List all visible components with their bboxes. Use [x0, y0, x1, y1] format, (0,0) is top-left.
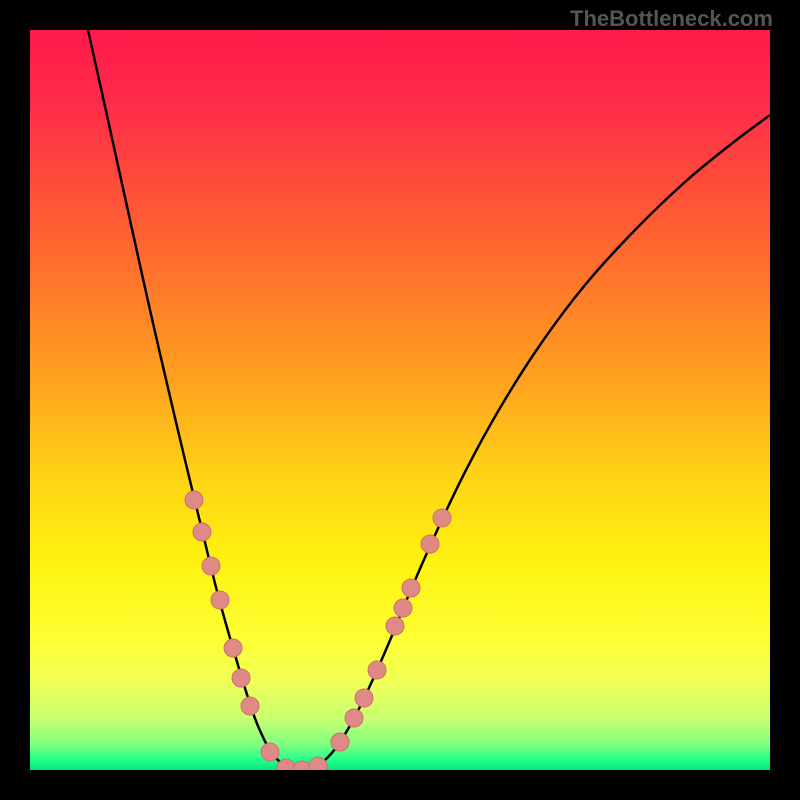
data-point: [386, 617, 404, 635]
data-point: [211, 591, 229, 609]
data-point: [433, 509, 451, 527]
data-point: [261, 743, 279, 761]
data-point: [331, 733, 349, 751]
data-point: [345, 709, 363, 727]
data-point: [241, 697, 259, 715]
data-point: [309, 757, 327, 770]
data-point: [193, 523, 211, 541]
data-point: [421, 535, 439, 553]
gradient-background: [30, 30, 770, 770]
data-point: [368, 661, 386, 679]
chart-container: TheBottleneck.com: [0, 0, 800, 800]
data-point: [232, 669, 250, 687]
chart-svg: [30, 30, 770, 770]
plot-area: [30, 30, 770, 770]
data-point: [402, 579, 420, 597]
data-point: [394, 599, 412, 617]
data-point: [202, 557, 220, 575]
data-point: [224, 639, 242, 657]
data-point: [185, 491, 203, 509]
watermark-text: TheBottleneck.com: [570, 6, 773, 32]
data-point: [355, 689, 373, 707]
